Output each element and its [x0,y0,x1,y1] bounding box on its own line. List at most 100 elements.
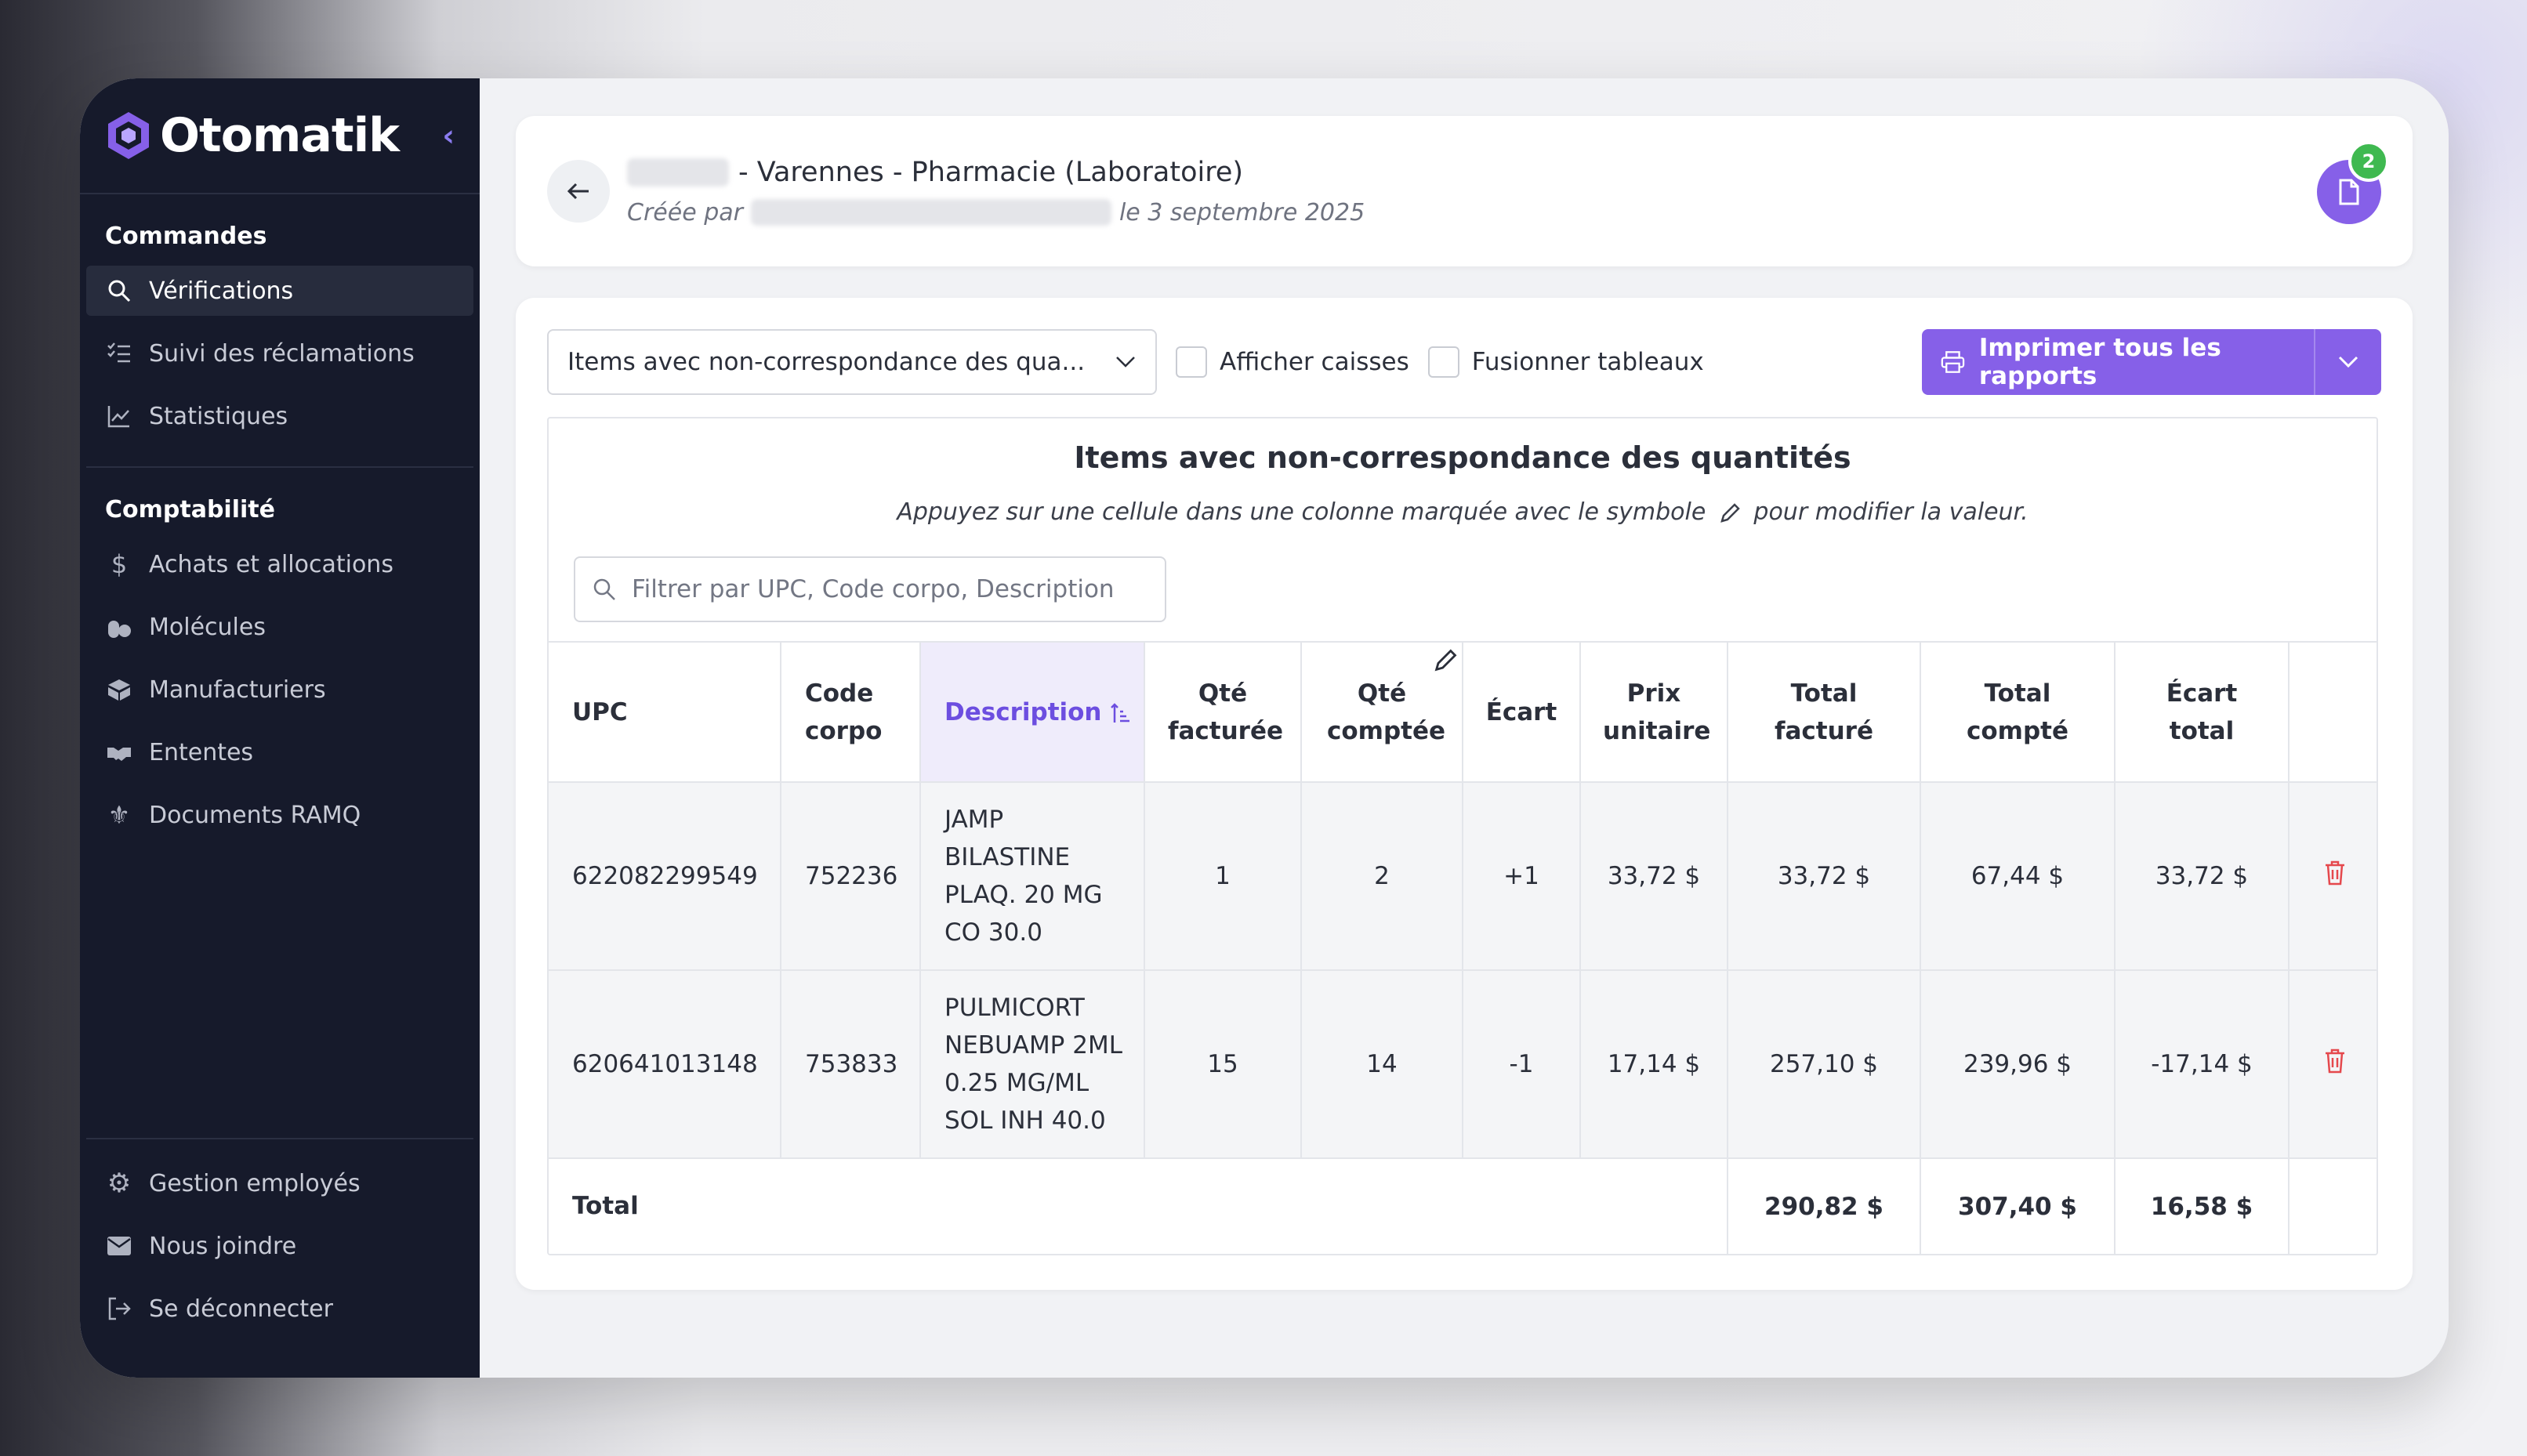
checkbox-box[interactable] [1427,346,1459,378]
box-icon [105,675,133,704]
main-content: - Varennes - Pharmacie (Laboratoire) Cré… [480,78,2449,1378]
cell-prix-unitaire: 33,72 $ [1580,782,1728,971]
column-header-upc[interactable]: UPC [549,643,781,783]
column-header-label: Total compté [1967,679,2069,745]
delete-trash-icon[interactable] [2323,1048,2347,1074]
cell-total-compte: 239,96 $ [1920,970,2116,1159]
column-header-code-corpo[interactable]: Code corpo [781,643,921,783]
sidebar-item-label: Statistiques [149,402,288,430]
column-header-total-facture[interactable]: Total facturé [1728,643,1921,783]
sidebar-item-nous-joindre[interactable]: Nous joindre [86,1221,473,1271]
cell-code-corpo: 753833 [781,970,921,1159]
fleur-de-lis-icon: ⚜ [107,800,131,830]
sidebar-item-gestion-employes[interactable]: ⚙ Gestion employés [86,1158,473,1208]
document-count-badge: 2 [2348,141,2389,182]
sidebar-bottom: ⚙ Gestion employés Nous joindre Se décon… [80,1125,480,1346]
cell-actions [2289,970,2377,1159]
checkbox-box[interactable] [1176,346,1207,378]
table-row: 620641013148 753833 PULMICORT NEBUAMP 2M… [549,970,2377,1159]
column-header-total-compte[interactable]: Total compté [1920,643,2116,783]
logo[interactable]: Otomatik [105,108,400,163]
delete-trash-icon[interactable] [2323,860,2347,886]
search-icon [105,277,133,305]
page-title-text: - Varennes - Pharmacie (Laboratoire) [738,156,1244,188]
table-row: 622082299549 752236 JAMP BILASTINE PLAQ.… [549,782,2377,971]
report-hint: Appuyez sur une cellule dans une colonne… [549,498,2377,526]
logo-row: Otomatik ‹ [80,78,480,194]
back-button[interactable] [547,160,610,223]
cell-code-corpo: 752236 [781,782,921,971]
cell-qte-comptee[interactable]: 2 [1301,782,1463,971]
print-main-action[interactable]: Imprimer tous les rapports [1922,334,2314,390]
total-actions-empty [2289,1158,2377,1254]
sidebar-item-manufacturiers[interactable]: Manufacturiers [86,665,473,715]
sidebar-item-ententes[interactable]: Ententes [86,727,473,777]
column-header-description[interactable]: Description [920,643,1145,783]
sidebar-item-label: Documents RAMQ [149,801,361,829]
column-header-ecart[interactable]: Écart [1463,643,1581,783]
description-line: 0.25 MG/ML [944,1069,1089,1097]
merge-tables-checkbox[interactable]: Fusionner tableaux [1427,346,1704,378]
report-type-select[interactable]: Items avec non-correspondance des qua... [547,329,1157,395]
print-all-reports-button[interactable]: Imprimer tous les rapports [1922,329,2381,395]
cell-upc: 622082299549 [549,782,781,971]
cell-qte-comptee[interactable]: 14 [1301,970,1463,1159]
documents-button[interactable]: 2 [2317,141,2389,224]
table-total-row: Total 290,82 $ 307,40 $ 16,58 $ [549,1158,2377,1254]
sidebar-item-label: Ententes [149,738,254,766]
sidebar-item-se-deconnecter[interactable]: Se déconnecter [86,1284,473,1334]
column-header-qte-facturee[interactable]: Qté facturée [1144,643,1302,783]
column-header-prix-unitaire[interactable]: Prix unitaire [1580,643,1728,783]
sidebar-item-statistiques[interactable]: Statistiques [86,391,473,441]
sidebar-item-label: Molécules [149,613,266,641]
print-options-dropdown[interactable] [2315,355,2381,369]
toolbar: Items avec non-correspondance des qua...… [547,329,2381,395]
collapse-sidebar-icon[interactable]: ‹ [442,118,455,153]
report-header: Items avec non-correspondance des quanti… [549,418,2377,643]
cell-upc: 620641013148 [549,970,781,1159]
sidebar-item-documents-ramq[interactable]: ⚜ Documents RAMQ [86,790,473,840]
order-header: - Varennes - Pharmacie (Laboratoire) Cré… [516,116,2413,266]
sidebar-item-molecules[interactable]: Molécules [86,602,473,652]
sidebar-divider [86,466,473,468]
cell-prix-unitaire: 17,14 $ [1580,970,1728,1159]
cell-ecart-total: 33,72 $ [2115,782,2290,971]
order-header-text: - Varennes - Pharmacie (Laboratoire) Cré… [627,157,1365,226]
description-line: NEBUAMP 2ML [944,1031,1122,1059]
total-ecart: 16,58 $ [2115,1158,2290,1254]
cell-ecart: -1 [1463,970,1581,1159]
cell-ecart-total: -17,14 $ [2115,970,2290,1159]
pencil-icon [1434,649,1457,672]
column-header-label: Qté comptée [1327,679,1446,745]
report-table-container: Items avec non-correspondance des quanti… [547,417,2378,1255]
filter-placeholder: Filtrer par UPC, Code corpo, Description [632,575,1115,603]
column-header-qte-comptee[interactable]: Qté comptée [1301,643,1463,783]
sidebar-item-achats-allocations[interactable]: $ Achats et allocations [86,539,473,589]
section-title-comptabilite: Comptabilité [105,496,275,523]
sidebar: Otomatik ‹ Commandes Vérifications Suivi… [80,78,480,1378]
button-separator [2314,329,2315,395]
filter-input[interactable]: Filtrer par UPC, Code corpo, Description [574,556,1166,622]
hint-text-before: Appuyez sur une cellule dans une colonne… [897,498,1706,526]
column-header-label: Code corpo [805,679,883,745]
column-header-label: Qté facturée [1168,679,1284,745]
column-header-label: Écart total [2166,679,2238,745]
sidebar-item-verifications[interactable]: Vérifications [86,266,473,316]
show-cases-checkbox[interactable]: Afficher caisses [1176,346,1409,378]
description-line: CO 30.0 [944,918,1042,947]
redacted-store-name [627,158,729,187]
otomatik-logo-icon [108,112,149,159]
description-line: PLAQ. 20 MG [944,881,1103,909]
created-by-line: Créée par le 3 septembre 2025 [627,199,1365,226]
column-header-ecart-total[interactable]: Écart total [2115,643,2290,783]
total-compte: 307,40 $ [1920,1158,2116,1254]
column-header-actions [2289,643,2377,783]
show-cases-label: Afficher caisses [1220,348,1409,376]
sidebar-item-label: Achats et allocations [149,550,393,578]
page-title: - Varennes - Pharmacie (Laboratoire) [627,157,1365,188]
column-header-label: Total facturé [1775,679,1873,745]
report-type-value: Items avec non-correspondance des qua... [567,348,1086,376]
cell-description: PULMICORT NEBUAMP 2ML 0.25 MG/ML SOL INH… [920,970,1145,1159]
sidebar-item-suivi-reclamations[interactable]: Suivi des réclamations [86,328,473,378]
app-window: Otomatik ‹ Commandes Vérifications Suivi… [80,78,2449,1378]
